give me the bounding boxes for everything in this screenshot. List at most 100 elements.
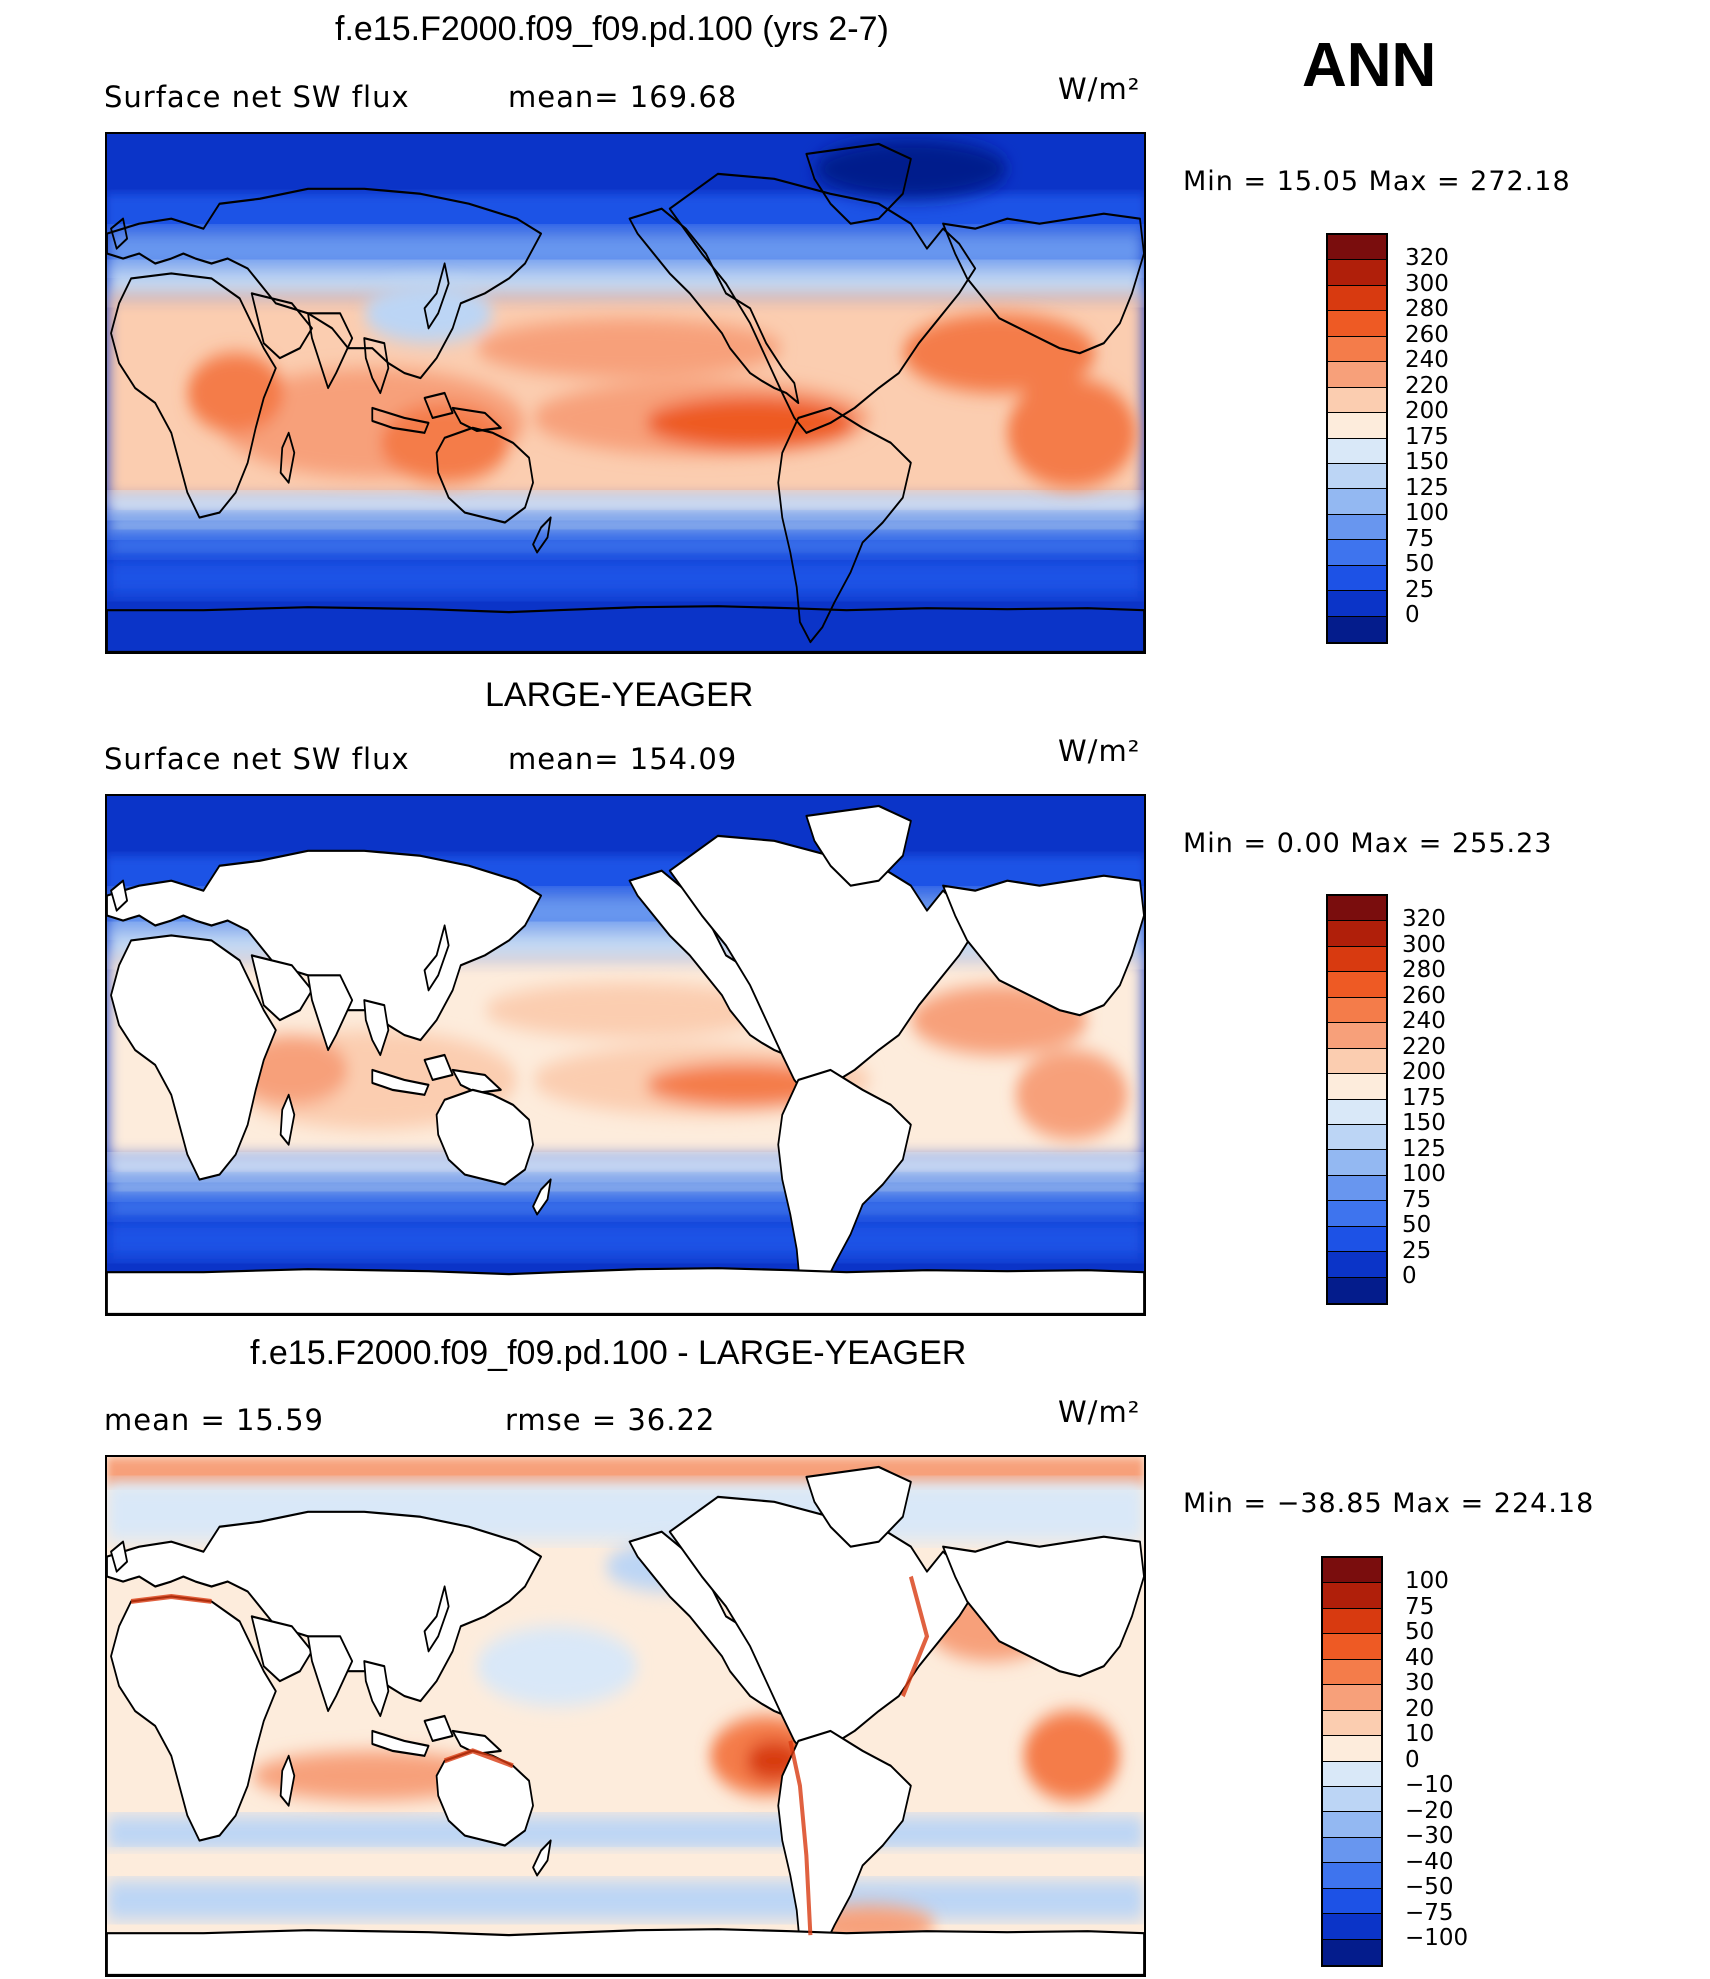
colorbar-swatch xyxy=(1328,616,1386,642)
colorbar-tick-label: 220 xyxy=(1405,372,1449,399)
colorbar-tick-label: 20 xyxy=(1405,1695,1435,1722)
colorbar-tick-label: −10 xyxy=(1405,1772,1454,1798)
colorbar-tick-label: 30 xyxy=(1405,1670,1435,1696)
colorbar-tick-label: 125 xyxy=(1402,1135,1446,1162)
colorbar-tick-label: 150 xyxy=(1405,449,1449,475)
colorbar-tick-label: 100 xyxy=(1405,500,1449,526)
colorbar-swatch xyxy=(1323,1583,1381,1609)
panel-2-colorbar-ticks: 320 300 280 260 240 220 200 175 150 125 100 75 50 25 0 xyxy=(1402,906,1446,1290)
colorbar-swatch xyxy=(1328,896,1386,922)
colorbar-swatch xyxy=(1323,1608,1381,1635)
panel-3-map xyxy=(105,1455,1146,1977)
colorbar-swatch xyxy=(1328,1048,1386,1075)
colorbar-swatch xyxy=(1328,946,1386,973)
colorbar-swatch xyxy=(1328,387,1386,414)
colorbar-swatch xyxy=(1323,1736,1381,1762)
panel-3-colorbar-ticks: 100 75 50 40 30 20 10 0 −10 −20 −30 −40 −50 −75 −100 xyxy=(1405,1568,1469,1952)
panel-1-colorbar-ticks: 320 300 280 260 240 220 200 175 150 125 100 75 50 25 0 xyxy=(1405,245,1449,629)
panel-1-title: f.e15.F2000.f09_f09.pd.100 (yrs 2-7) xyxy=(335,10,889,48)
colorbar-tick-label: 75 xyxy=(1405,1593,1435,1620)
colorbar-swatch xyxy=(1328,285,1386,312)
colorbar-swatch xyxy=(1328,1252,1386,1278)
season-label: ANN xyxy=(1302,31,1437,100)
panel-3-mean-label: mean = 15.59 xyxy=(104,1403,324,1437)
panel-2-colorbar xyxy=(1326,894,1388,1305)
colorbar-tick-label: 240 xyxy=(1405,347,1449,373)
colorbar-swatch xyxy=(1328,1124,1386,1151)
colorbar-swatch xyxy=(1328,235,1386,261)
panel-2-title: LARGE-YEAGER xyxy=(485,676,754,714)
colorbar-swatch xyxy=(1328,1099,1386,1125)
colorbar-tick-label: 320 xyxy=(1405,245,1449,271)
colorbar-tick-label: 300 xyxy=(1405,270,1449,297)
colorbar-tick-label: −75 xyxy=(1405,1899,1454,1926)
colorbar-tick-label: −50 xyxy=(1405,1874,1454,1900)
panel-3-rmse-label: rmse = 36.22 xyxy=(505,1403,716,1437)
colorbar-swatch xyxy=(1328,336,1386,363)
colorbar-swatch xyxy=(1328,438,1386,464)
colorbar-swatch xyxy=(1323,1888,1381,1915)
colorbar-tick-label: 100 xyxy=(1402,1161,1446,1187)
colorbar-swatch xyxy=(1328,1150,1386,1176)
colorbar-tick-label: 260 xyxy=(1405,321,1449,348)
colorbar-tick-label: 50 xyxy=(1402,1212,1432,1238)
colorbar-swatch xyxy=(1323,1558,1381,1584)
colorbar-tick-label: 0 xyxy=(1402,1263,1417,1289)
panel-2-units: W/m² xyxy=(1058,734,1141,768)
colorbar-swatch xyxy=(1323,1659,1381,1686)
colorbar-swatch xyxy=(1323,1914,1381,1940)
colorbar-swatch xyxy=(1323,1786,1381,1813)
colorbar-swatch xyxy=(1328,997,1386,1024)
colorbar-tick-label: −30 xyxy=(1405,1823,1454,1849)
panel-3-minmax: Min = −38.85 Max = 224.18 xyxy=(1183,1488,1595,1519)
colorbar-tick-label: 220 xyxy=(1402,1033,1446,1060)
colorbar-tick-label: −100 xyxy=(1405,1925,1469,1951)
colorbar-tick-label: 200 xyxy=(1402,1059,1446,1085)
panel-1-minmax: Min = 15.05 Max = 272.18 xyxy=(1183,166,1571,197)
colorbar-swatch xyxy=(1328,489,1386,515)
panel-1-units: W/m² xyxy=(1058,72,1141,106)
colorbar-tick-label: 320 xyxy=(1402,906,1446,932)
colorbar-swatch xyxy=(1323,1939,1381,1965)
panel-1-variable-label: Surface net SW flux xyxy=(104,80,410,114)
colorbar-tick-label: 25 xyxy=(1405,576,1435,603)
colorbar-swatch xyxy=(1323,1634,1381,1660)
colorbar-swatch xyxy=(1328,260,1386,286)
colorbar-tick-label: 175 xyxy=(1405,423,1449,450)
colorbar-tick-label: 75 xyxy=(1405,525,1435,552)
panel-2-minmax: Min = 0.00 Max = 255.23 xyxy=(1183,828,1553,859)
panel-1-colorbar xyxy=(1326,233,1388,644)
panel-2-variable-label: Surface net SW flux xyxy=(104,742,410,776)
colorbar-swatch xyxy=(1328,311,1386,337)
colorbar-tick-label: 10 xyxy=(1405,1721,1435,1747)
colorbar-tick-label: −20 xyxy=(1405,1797,1454,1824)
colorbar-swatch xyxy=(1328,1201,1386,1227)
colorbar-tick-label: 240 xyxy=(1402,1008,1446,1034)
colorbar-swatch xyxy=(1328,1023,1386,1049)
colorbar-swatch xyxy=(1323,1812,1381,1838)
colorbar-swatch xyxy=(1328,1226,1386,1253)
colorbar-tick-label: 0 xyxy=(1405,1746,1420,1773)
colorbar-swatch xyxy=(1328,921,1386,947)
colorbar-swatch xyxy=(1328,1074,1386,1100)
colorbar-tick-label: 0 xyxy=(1405,602,1420,628)
colorbar-swatch xyxy=(1323,1837,1381,1864)
panel-1-map xyxy=(105,132,1146,654)
colorbar-tick-label: 75 xyxy=(1402,1186,1432,1213)
colorbar-tick-label: 150 xyxy=(1402,1110,1446,1136)
colorbar-tick-label: −40 xyxy=(1405,1848,1454,1875)
colorbar-swatch xyxy=(1328,565,1386,592)
panel-3-title: f.e15.F2000.f09_f09.pd.100 - LARGE-YEAGE… xyxy=(250,1334,967,1372)
colorbar-swatch xyxy=(1328,514,1386,541)
colorbar-swatch xyxy=(1328,1175,1386,1202)
colorbar-swatch xyxy=(1323,1685,1381,1711)
colorbar-tick-label: 200 xyxy=(1405,398,1449,424)
colorbar-swatch xyxy=(1328,591,1386,617)
colorbar-tick-label: 125 xyxy=(1405,474,1449,501)
colorbar-tick-label: 50 xyxy=(1405,1619,1435,1645)
colorbar-tick-label: 25 xyxy=(1402,1237,1432,1264)
panel-3-units: W/m² xyxy=(1058,1395,1141,1429)
colorbar-swatch xyxy=(1328,540,1386,566)
panel-3-colorbar xyxy=(1321,1556,1383,1967)
colorbar-swatch xyxy=(1323,1761,1381,1787)
